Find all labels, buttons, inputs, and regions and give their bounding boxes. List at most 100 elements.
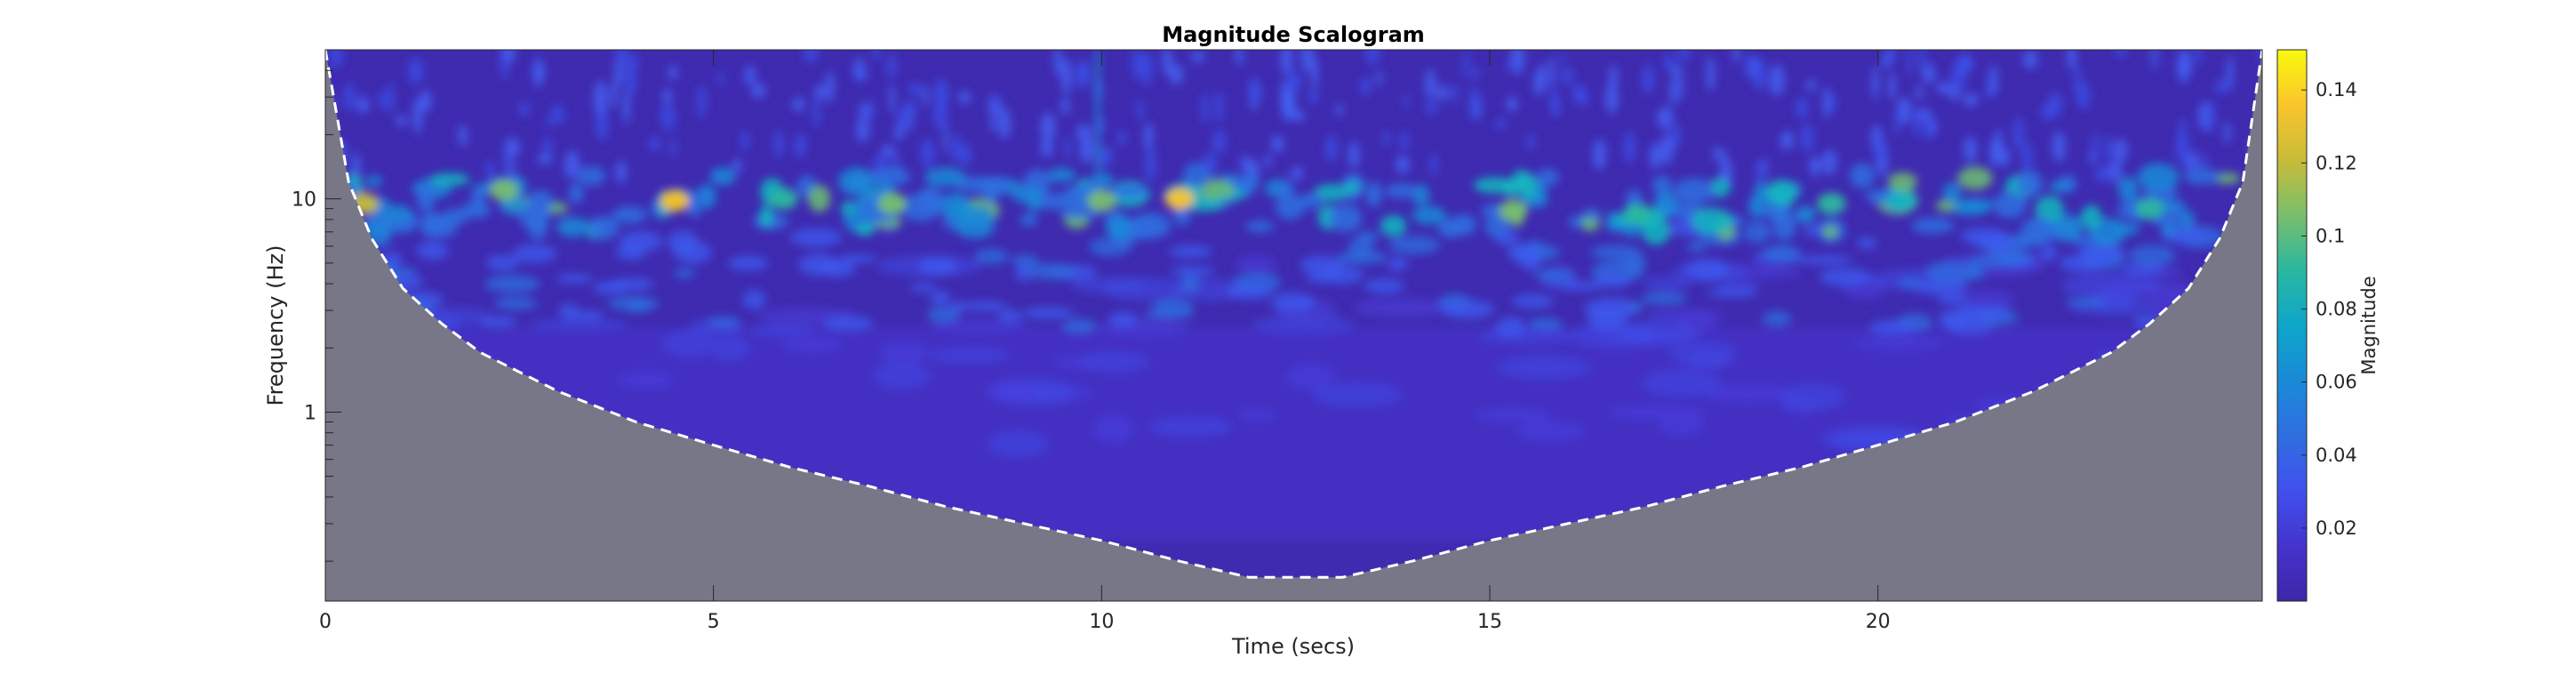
energy-blob — [2095, 280, 2200, 297]
energy-blob — [2065, 297, 2107, 308]
energy-blob — [1642, 369, 1722, 397]
energy-blob — [1956, 290, 2016, 309]
y-axis: 1 10 — [292, 49, 341, 562]
energy-blob — [1505, 96, 1518, 112]
energy-blob — [1027, 186, 1042, 213]
energy-blob — [1144, 309, 1195, 319]
energy-blob — [1102, 277, 1195, 301]
energy-blob — [1821, 149, 1837, 176]
energy-blob — [1285, 363, 1336, 390]
energy-blob — [1762, 310, 1792, 326]
energy-blob — [1643, 276, 1692, 291]
energy-blob — [986, 381, 1036, 403]
energy-blob — [1669, 341, 1737, 368]
energy-blob — [1516, 420, 1585, 442]
energy-blob — [1829, 92, 1836, 113]
energy-hotspot — [877, 192, 907, 214]
energy-blob — [499, 196, 528, 215]
energy-blob — [2121, 263, 2164, 276]
energy-blob — [1506, 60, 1513, 72]
energy-hotspot — [1622, 203, 1652, 225]
energy-blob — [908, 83, 922, 96]
energy-blob — [1687, 241, 1706, 253]
energy-blob — [615, 160, 628, 184]
energy-blob — [1364, 278, 1405, 294]
energy-blob — [1385, 183, 1418, 199]
energy-blob — [1365, 50, 1380, 64]
energy-blob — [2226, 56, 2234, 92]
energy-blob — [889, 84, 896, 114]
energy-blob — [1144, 147, 1157, 182]
energy-blob — [1658, 106, 1674, 130]
energy-blob — [1062, 318, 1096, 333]
colorbar-tick-label: 0.14 — [2316, 79, 2357, 100]
energy-blob — [668, 65, 678, 81]
energy-blob — [1046, 167, 1076, 182]
energy-blob — [1685, 258, 1729, 281]
energy-blob — [417, 184, 435, 213]
energy-blob — [356, 96, 370, 114]
energy-blob — [1137, 98, 1144, 122]
energy-blob — [920, 139, 935, 168]
energy-blob — [383, 205, 412, 224]
energy-blob — [504, 137, 520, 157]
energy-blob — [1649, 142, 1662, 170]
energy-blob — [707, 317, 740, 327]
energy-blob — [824, 71, 835, 103]
energy-blob — [1429, 153, 1438, 176]
energy-blob — [2206, 100, 2215, 133]
energy-blob — [1768, 64, 1785, 97]
energy-blob — [1656, 111, 1663, 124]
energy-blob — [616, 244, 647, 261]
energy-blob — [955, 215, 995, 239]
energy-blob — [542, 136, 552, 156]
energy-blob — [974, 248, 1009, 265]
energy-blob — [1060, 59, 1073, 94]
energy-blob — [732, 158, 743, 173]
energy-blob — [407, 58, 424, 84]
energy-blob — [855, 223, 875, 237]
energy-blob — [551, 104, 565, 124]
energy-blob — [1938, 293, 1968, 305]
energy-blob — [2020, 217, 2056, 245]
x-tick-label: 0 — [319, 611, 332, 633]
energy-blob — [1020, 213, 1038, 227]
energy-blob — [2223, 121, 2231, 145]
energy-blob — [660, 103, 676, 132]
energy-blob — [900, 192, 942, 221]
energy-blob — [1060, 96, 1070, 116]
energy-blob — [1168, 63, 1184, 84]
energy-blob — [781, 335, 843, 353]
cone-of-influence-shade — [325, 50, 2262, 601]
energy-blob — [1988, 137, 2003, 166]
energy-blob — [1784, 129, 1791, 143]
energy-blob — [2214, 79, 2228, 94]
energy-blob — [2137, 163, 2180, 191]
energy-blob — [1856, 237, 1876, 250]
energy-blob — [852, 58, 865, 80]
energy-blob — [662, 330, 715, 357]
energy-blob — [922, 84, 928, 107]
energy-blob — [501, 50, 516, 64]
energy-blob — [1245, 221, 1275, 233]
energy-blob — [1963, 92, 1980, 107]
energy-blob — [1130, 213, 1172, 239]
energy-blob — [1116, 131, 1127, 146]
x-axis-label: Time (secs) — [1231, 634, 1355, 659]
energy-blob — [717, 72, 724, 86]
energy-blob — [1106, 215, 1132, 240]
energy-blob — [1425, 100, 1438, 115]
energy-blob — [612, 205, 647, 224]
energy-blob — [1924, 261, 1980, 284]
energy-blob — [2052, 213, 2083, 240]
energy-blob — [1148, 416, 1232, 437]
energy-blob — [479, 316, 517, 327]
energy-blob — [879, 341, 930, 365]
energy-blob — [1582, 208, 1601, 221]
energy-blob — [1888, 172, 1917, 192]
energy-blob — [2112, 223, 2140, 236]
energy-blob — [593, 80, 608, 116]
energy-blob — [1286, 71, 1302, 92]
energy-blob — [1381, 131, 1390, 147]
energy-blob — [1753, 57, 1766, 92]
